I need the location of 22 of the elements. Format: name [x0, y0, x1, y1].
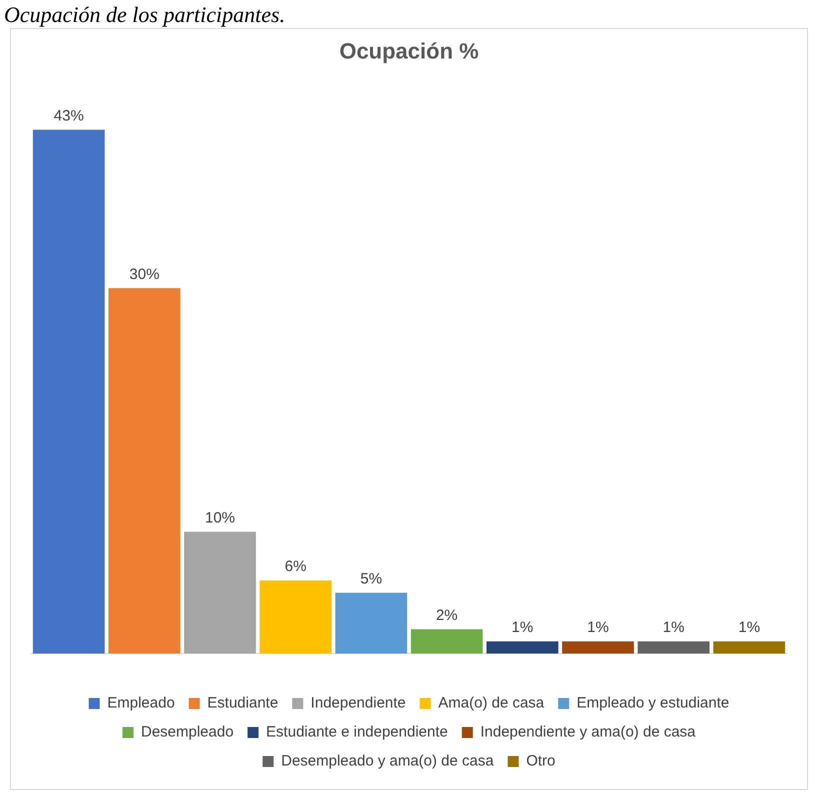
data-label: 1% — [587, 619, 609, 636]
text: Ocupación de los participantes. — [4, 2, 286, 28]
data-label: 6% — [284, 558, 306, 576]
data-label: 1% — [512, 619, 534, 636]
data-label: 43% — [54, 107, 84, 124]
data-label: 2% — [436, 606, 458, 624]
legend-label: Desempleado — [140, 724, 234, 741]
data-label: 30% — [129, 266, 160, 283]
legend-label: Independiente — [310, 694, 406, 712]
data-label: 1% — [662, 619, 684, 636]
legend-label: Estudiante — [207, 694, 278, 712]
legend-label: Otro — [526, 752, 556, 770]
legend-label: Empleado — [107, 694, 175, 712]
legend-label: Estudiante e independiente — [266, 724, 448, 741]
legend-label: Desempleado y ama(o) de casa — [281, 752, 494, 770]
legend-label: Ama(o) de casa — [438, 694, 545, 712]
data-label: 1% — [738, 619, 760, 636]
legend-label: Independiente y ama(o) de casa — [480, 724, 696, 741]
legend-label: Empleado y estudiante — [576, 694, 730, 712]
data-label: 5% — [360, 570, 382, 588]
data-label: 10% — [204, 509, 236, 526]
chart-title: Ocupación % — [339, 38, 479, 64]
